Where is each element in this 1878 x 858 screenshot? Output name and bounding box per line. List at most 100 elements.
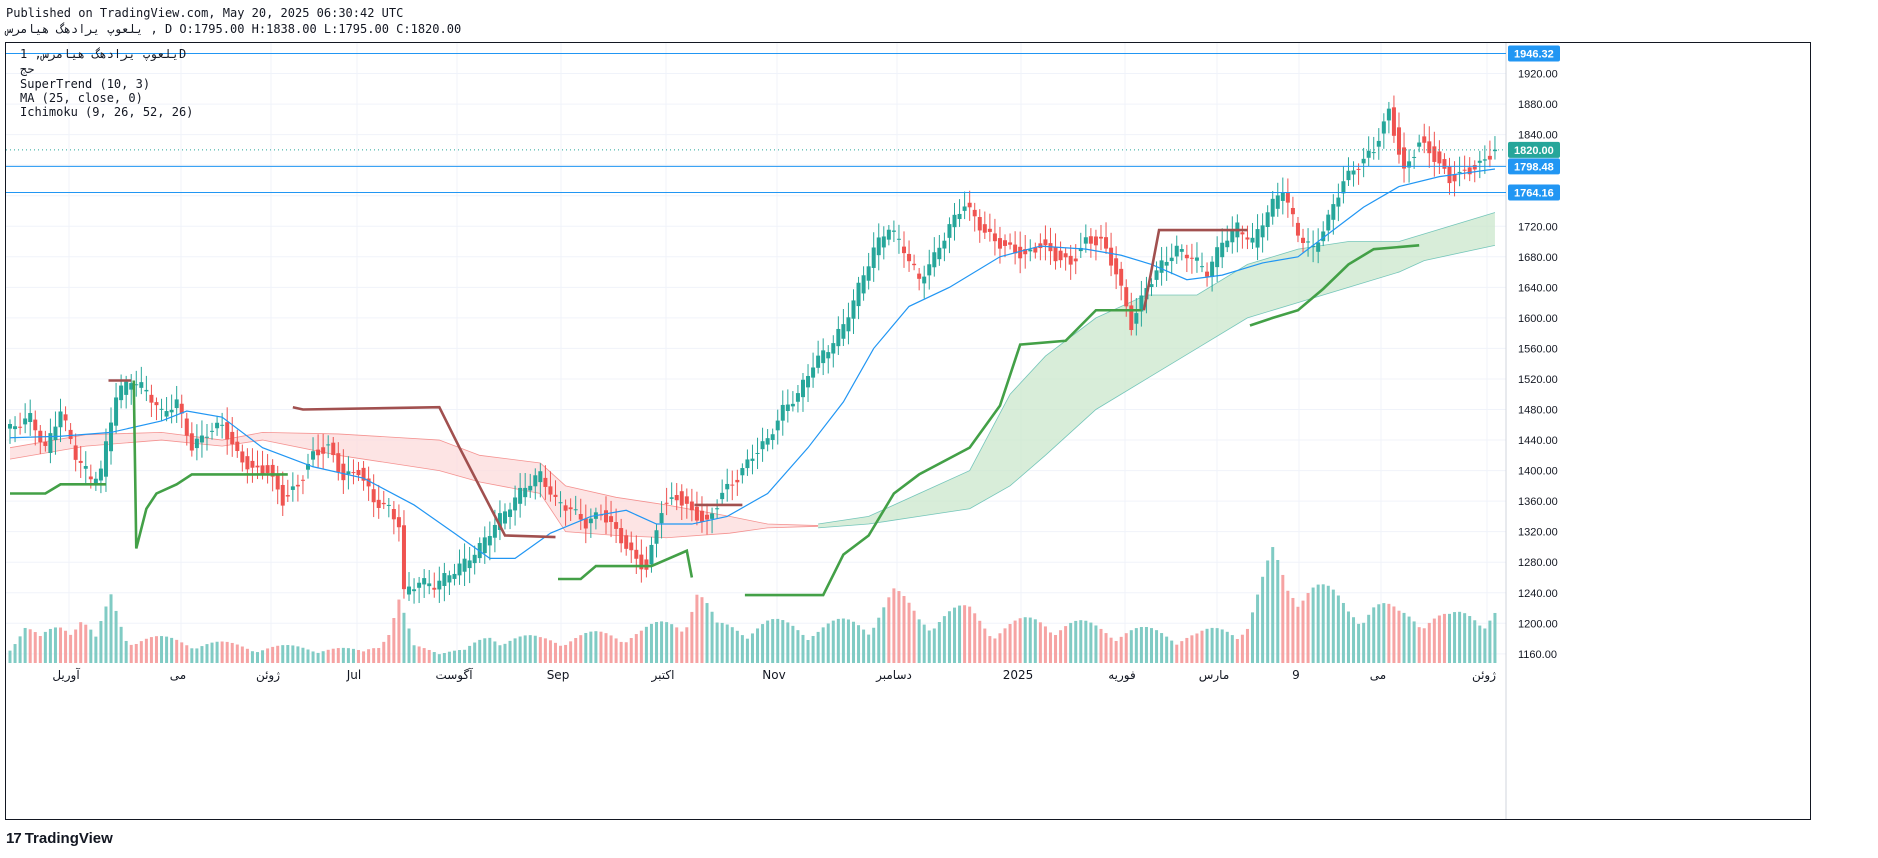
candle-body[interactable] bbox=[755, 452, 760, 454]
candle-body[interactable] bbox=[93, 478, 98, 485]
candle-body[interactable] bbox=[58, 411, 63, 428]
candle-body[interactable] bbox=[578, 514, 583, 520]
candle-body[interactable] bbox=[856, 282, 861, 307]
candle-body[interactable] bbox=[730, 484, 735, 486]
candle-body[interactable] bbox=[1376, 140, 1381, 147]
candle-body[interactable] bbox=[1104, 237, 1109, 249]
candle-body[interactable] bbox=[1250, 237, 1255, 243]
candle-body[interactable] bbox=[987, 228, 992, 232]
candle-body[interactable] bbox=[1432, 146, 1437, 162]
candle-body[interactable] bbox=[129, 383, 134, 390]
supertrend-up-line[interactable] bbox=[558, 548, 694, 581]
candle-body[interactable] bbox=[1326, 214, 1331, 231]
supertrend-up-line[interactable] bbox=[132, 380, 288, 549]
candle-body[interactable] bbox=[1018, 246, 1023, 259]
candle-body[interactable] bbox=[745, 459, 750, 469]
candle-body[interactable] bbox=[306, 463, 310, 470]
candle-body[interactable] bbox=[997, 238, 1002, 249]
candle-body[interactable] bbox=[381, 502, 386, 505]
candle-body[interactable] bbox=[356, 469, 361, 476]
candle-body[interactable] bbox=[967, 202, 972, 208]
candle-body[interactable] bbox=[1114, 258, 1119, 275]
candle-body[interactable] bbox=[523, 487, 528, 498]
candle-body[interactable] bbox=[795, 393, 800, 402]
candle-body[interactable] bbox=[300, 479, 305, 481]
candle-body[interactable] bbox=[1422, 136, 1427, 143]
candle-body[interactable] bbox=[1316, 242, 1321, 252]
candle-body[interactable] bbox=[225, 422, 230, 440]
candle-body[interactable] bbox=[48, 433, 53, 453]
candle-body[interactable] bbox=[432, 587, 437, 590]
candle-body[interactable] bbox=[1457, 171, 1462, 173]
candle-body[interactable] bbox=[73, 445, 78, 460]
candle-body[interactable] bbox=[326, 444, 331, 446]
candle-body[interactable] bbox=[13, 426, 18, 430]
candle-body[interactable] bbox=[826, 352, 831, 359]
candle-body[interactable] bbox=[639, 554, 644, 570]
candle-body[interactable] bbox=[336, 453, 341, 472]
candle-body[interactable] bbox=[341, 463, 346, 481]
candle-body[interactable] bbox=[588, 518, 593, 524]
candle-body[interactable] bbox=[1341, 181, 1346, 194]
candle-body[interactable] bbox=[1295, 222, 1300, 236]
candle-body[interactable] bbox=[1028, 249, 1033, 252]
candle-body[interactable] bbox=[896, 238, 901, 240]
candle-body[interactable] bbox=[947, 224, 952, 238]
candle-body[interactable] bbox=[1053, 246, 1058, 262]
candle-body[interactable] bbox=[497, 513, 502, 531]
candle-body[interactable] bbox=[204, 436, 209, 438]
candle-body[interactable] bbox=[1356, 168, 1361, 170]
supertrend-up-line[interactable] bbox=[744, 308, 1142, 597]
candle-body[interactable] bbox=[861, 275, 866, 294]
candle-body[interactable] bbox=[472, 554, 477, 564]
candle-body[interactable] bbox=[63, 414, 68, 421]
candle-body[interactable] bbox=[1311, 245, 1316, 248]
candle-body[interactable] bbox=[1477, 160, 1482, 163]
candle-body[interactable] bbox=[831, 343, 836, 354]
candle-body[interactable] bbox=[482, 537, 487, 554]
candle-body[interactable] bbox=[83, 466, 88, 469]
candle-body[interactable] bbox=[533, 475, 538, 487]
candle-body[interactable] bbox=[800, 379, 805, 398]
candle-body[interactable] bbox=[811, 367, 816, 378]
candle-body[interactable] bbox=[184, 418, 189, 436]
candle-body[interactable] bbox=[543, 477, 548, 487]
candle-body[interactable] bbox=[260, 465, 265, 475]
candle-body[interactable] bbox=[821, 350, 826, 364]
candle-body[interactable] bbox=[235, 441, 240, 452]
candle-body[interactable] bbox=[412, 589, 417, 592]
candle-body[interactable] bbox=[68, 429, 73, 440]
candle-body[interactable] bbox=[952, 214, 957, 228]
candle-body[interactable] bbox=[684, 496, 689, 504]
candle-body[interactable] bbox=[548, 486, 553, 495]
candle-body[interactable] bbox=[957, 213, 962, 220]
candle-body[interactable] bbox=[1427, 141, 1432, 154]
candle-body[interactable] bbox=[1134, 313, 1139, 324]
candle-body[interactable] bbox=[629, 542, 634, 551]
candle-body[interactable] bbox=[1109, 247, 1114, 266]
candle-body[interactable] bbox=[1200, 266, 1204, 268]
candle-body[interactable] bbox=[351, 472, 356, 474]
candle-body[interactable] bbox=[836, 328, 841, 347]
candle-body[interactable] bbox=[1402, 147, 1407, 169]
candle-body[interactable] bbox=[215, 422, 220, 429]
candle-body[interactable] bbox=[871, 247, 876, 268]
supertrend-up-line[interactable] bbox=[10, 483, 106, 495]
candle-body[interactable] bbox=[270, 464, 275, 477]
candle-body[interactable] bbox=[1013, 244, 1018, 254]
candle-body[interactable] bbox=[250, 460, 255, 468]
candle-body[interactable] bbox=[275, 474, 280, 490]
candle-body[interactable] bbox=[1255, 229, 1260, 248]
candle-body[interactable] bbox=[290, 486, 295, 490]
candle-body[interactable] bbox=[467, 560, 472, 569]
candle-body[interactable] bbox=[462, 558, 467, 572]
candle-body[interactable] bbox=[255, 465, 260, 468]
candle-body[interactable] bbox=[1275, 195, 1280, 209]
candle-body[interactable] bbox=[1492, 149, 1497, 152]
candle-body[interactable] bbox=[563, 505, 568, 511]
candle-body[interactable] bbox=[1381, 121, 1386, 134]
candle-body[interactable] bbox=[194, 438, 199, 449]
candle-body[interactable] bbox=[614, 522, 619, 529]
candle-body[interactable] bbox=[1174, 245, 1179, 257]
candle-body[interactable] bbox=[376, 499, 381, 508]
